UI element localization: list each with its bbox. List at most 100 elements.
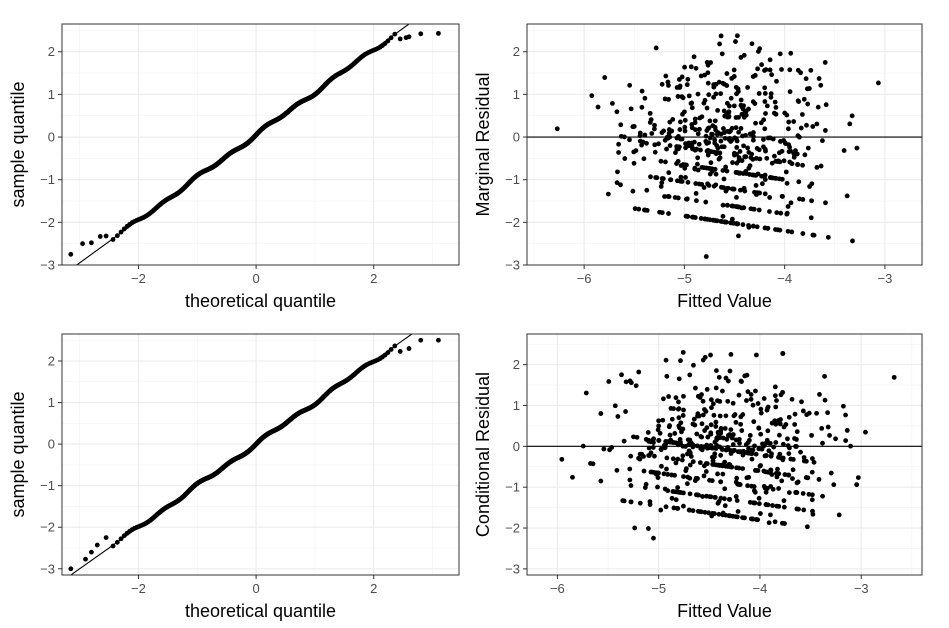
data-point [708, 160, 714, 166]
data-point [810, 511, 816, 517]
data-point [622, 156, 628, 161]
data-point [773, 105, 779, 110]
data-point [665, 488, 671, 494]
data-point [736, 465, 742, 471]
x-axis-title: Fitted Value [677, 291, 772, 311]
data-point [627, 137, 632, 143]
data-point [690, 444, 696, 450]
data-point [675, 485, 681, 490]
data-point [614, 109, 620, 115]
data-point [758, 410, 764, 416]
data-point [595, 104, 601, 110]
data-point [666, 130, 672, 136]
data-point [739, 379, 744, 384]
data-point [734, 33, 740, 39]
data-point [709, 405, 714, 411]
data-point [762, 225, 768, 231]
panel-border [526, 23, 923, 266]
data-point [68, 566, 74, 572]
x-tick-label: −5 [677, 271, 692, 286]
y-tick-label: −1 [505, 172, 520, 187]
data-point [806, 410, 812, 416]
data-point [705, 80, 711, 86]
data-point [759, 181, 765, 187]
data-point [716, 511, 722, 517]
y-tick-label: −2 [40, 215, 55, 230]
data-point [110, 237, 116, 242]
data-point [786, 490, 792, 496]
data-point [850, 238, 855, 244]
data-point [795, 67, 801, 73]
data-point [762, 126, 768, 132]
data-point [733, 419, 739, 425]
data-point [703, 408, 709, 414]
data-point [725, 185, 730, 191]
data-point [705, 181, 710, 187]
data-point [814, 121, 820, 127]
data-point [749, 41, 755, 47]
data-point [796, 506, 801, 512]
data-point [693, 191, 699, 196]
data-point [616, 150, 621, 155]
data-point [645, 526, 651, 531]
data-point [801, 455, 807, 460]
data-point [844, 428, 850, 433]
data-point [728, 95, 734, 101]
data-point [653, 45, 659, 51]
data-point [756, 495, 762, 501]
data-point [718, 452, 724, 458]
data-point [723, 413, 729, 419]
data-point [673, 460, 679, 466]
data-point [700, 412, 706, 418]
data-point [602, 75, 608, 80]
data-point [758, 463, 763, 468]
data-point [728, 139, 734, 144]
data-point [639, 451, 645, 457]
data-point [702, 216, 708, 222]
data-point [734, 194, 739, 200]
data-point [804, 122, 809, 128]
x-tick-label: −3 [854, 581, 869, 596]
data-point [580, 443, 586, 449]
data-point [639, 88, 645, 94]
data-point [753, 120, 758, 126]
data-point [695, 91, 701, 97]
data-point [806, 491, 812, 497]
data-point [799, 112, 805, 117]
data-point [756, 207, 762, 213]
data-point [809, 432, 814, 438]
data-point [716, 374, 722, 380]
data-point [788, 50, 794, 56]
data-point [706, 92, 712, 98]
data-point [691, 416, 697, 422]
data-point [798, 449, 803, 455]
data-point [713, 91, 719, 97]
data-point [793, 490, 799, 495]
data-point [724, 83, 730, 88]
data-point [781, 504, 787, 510]
data-point [770, 136, 776, 142]
data-point [673, 497, 679, 503]
data-point [720, 388, 725, 394]
data-point [848, 443, 853, 449]
data-point [714, 368, 719, 373]
data-point [778, 210, 784, 216]
data-point [637, 138, 643, 144]
data-point [763, 489, 769, 495]
data-point [666, 194, 672, 199]
data-point [730, 160, 735, 165]
data-point [662, 137, 668, 143]
data-point [723, 164, 729, 170]
data-point [718, 91, 724, 97]
data-point [820, 440, 825, 446]
data-point [801, 458, 807, 464]
data-point [699, 421, 705, 427]
data-point [676, 376, 682, 382]
data-point [707, 477, 712, 483]
data-point [712, 439, 718, 445]
data-point [745, 84, 751, 90]
data-point [764, 103, 770, 109]
data-point [680, 443, 686, 449]
data-point [746, 223, 751, 228]
data-point [770, 503, 775, 508]
